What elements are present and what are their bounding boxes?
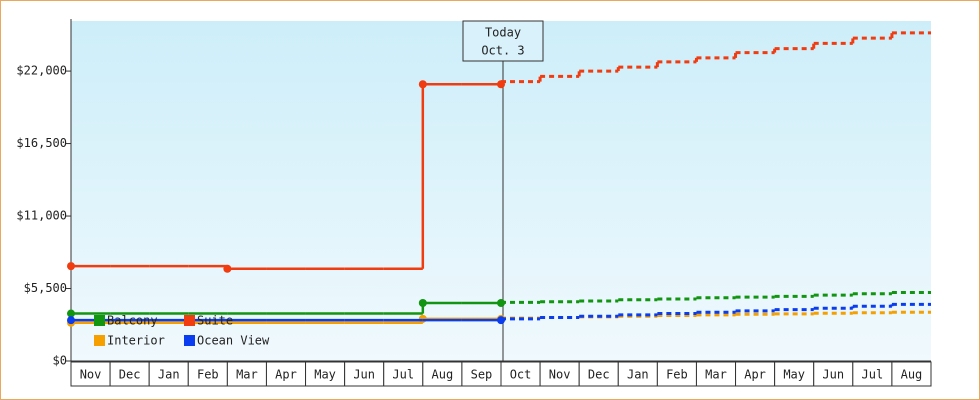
x-tick-cell bbox=[187, 361, 228, 387]
x-tick-label: Jun bbox=[822, 368, 844, 382]
x-tick-label: Nov bbox=[549, 368, 571, 382]
x-tick-cell bbox=[305, 361, 346, 387]
x-tick-cell bbox=[695, 361, 737, 387]
y-tick-label: $22,000 bbox=[16, 64, 67, 78]
x-tick-cell bbox=[148, 361, 189, 387]
x-tick-label: Aug bbox=[432, 368, 454, 382]
x-tick-label: Mar bbox=[236, 368, 258, 382]
x-tick-cell bbox=[422, 361, 463, 387]
legend-label: Interior bbox=[107, 334, 165, 348]
x-tick-cell bbox=[578, 361, 619, 387]
series-point bbox=[418, 80, 427, 89]
x-tick-label: Jul bbox=[392, 368, 414, 382]
y-tick-label: $5,500 bbox=[24, 281, 67, 295]
x-tick-label: May bbox=[783, 368, 805, 382]
series-point bbox=[223, 264, 232, 273]
legend-label: Ocean View bbox=[197, 334, 270, 348]
x-tick-cell bbox=[774, 361, 815, 387]
x-tick-label: Jun bbox=[353, 368, 375, 382]
x-tick-label: Jan bbox=[627, 368, 649, 382]
x-tick-label: Dec bbox=[119, 368, 141, 382]
x-tick-label: Apr bbox=[744, 368, 766, 382]
x-tick-cell bbox=[735, 361, 776, 387]
x-tick-label: Feb bbox=[666, 368, 688, 382]
x-tick-cell bbox=[656, 361, 697, 387]
x-tick-cell bbox=[852, 361, 893, 387]
legend-swatch bbox=[94, 315, 105, 326]
legend-swatch bbox=[184, 335, 195, 346]
x-tick-cell bbox=[891, 361, 932, 387]
today-label: Today bbox=[485, 26, 521, 40]
x-tick-cell bbox=[461, 361, 502, 387]
x-tick-cell bbox=[383, 361, 424, 387]
x-tick-label: Feb bbox=[197, 368, 219, 382]
x-tick-label: Jan bbox=[158, 368, 180, 382]
y-tick-label: $11,000 bbox=[16, 209, 67, 223]
x-tick-cell bbox=[617, 361, 658, 387]
x-tick-label: Mar bbox=[705, 368, 727, 382]
y-tick-label: $16,500 bbox=[16, 136, 67, 150]
x-tick-label: Nov bbox=[80, 368, 102, 382]
series-point bbox=[418, 314, 427, 323]
x-tick-label: May bbox=[314, 368, 336, 382]
today-date: Oct. 3 bbox=[481, 44, 524, 58]
legend-swatch bbox=[184, 315, 195, 326]
x-tick-label: Aug bbox=[901, 368, 923, 382]
x-tick-label: Dec bbox=[588, 368, 610, 382]
legend-swatch bbox=[94, 335, 105, 346]
x-tick-cell bbox=[109, 361, 150, 387]
legend-label: Balcony bbox=[107, 314, 158, 328]
x-tick-cell bbox=[226, 361, 267, 387]
y-tick-label: $0 bbox=[53, 354, 67, 368]
x-tick-cell bbox=[265, 361, 307, 387]
legend-label: Suite bbox=[197, 314, 233, 328]
x-tick-cell bbox=[813, 361, 854, 387]
series-point bbox=[67, 309, 75, 318]
series-point bbox=[418, 299, 427, 308]
x-tick-label: Oct bbox=[510, 368, 532, 382]
series-point bbox=[67, 316, 75, 325]
today-box bbox=[462, 20, 544, 62]
x-tick-label: Jul bbox=[862, 368, 884, 382]
x-tick-cell bbox=[344, 361, 385, 387]
series-point bbox=[67, 262, 75, 271]
x-tick-label: Sep bbox=[471, 368, 493, 382]
x-tick-label: Apr bbox=[275, 368, 297, 382]
